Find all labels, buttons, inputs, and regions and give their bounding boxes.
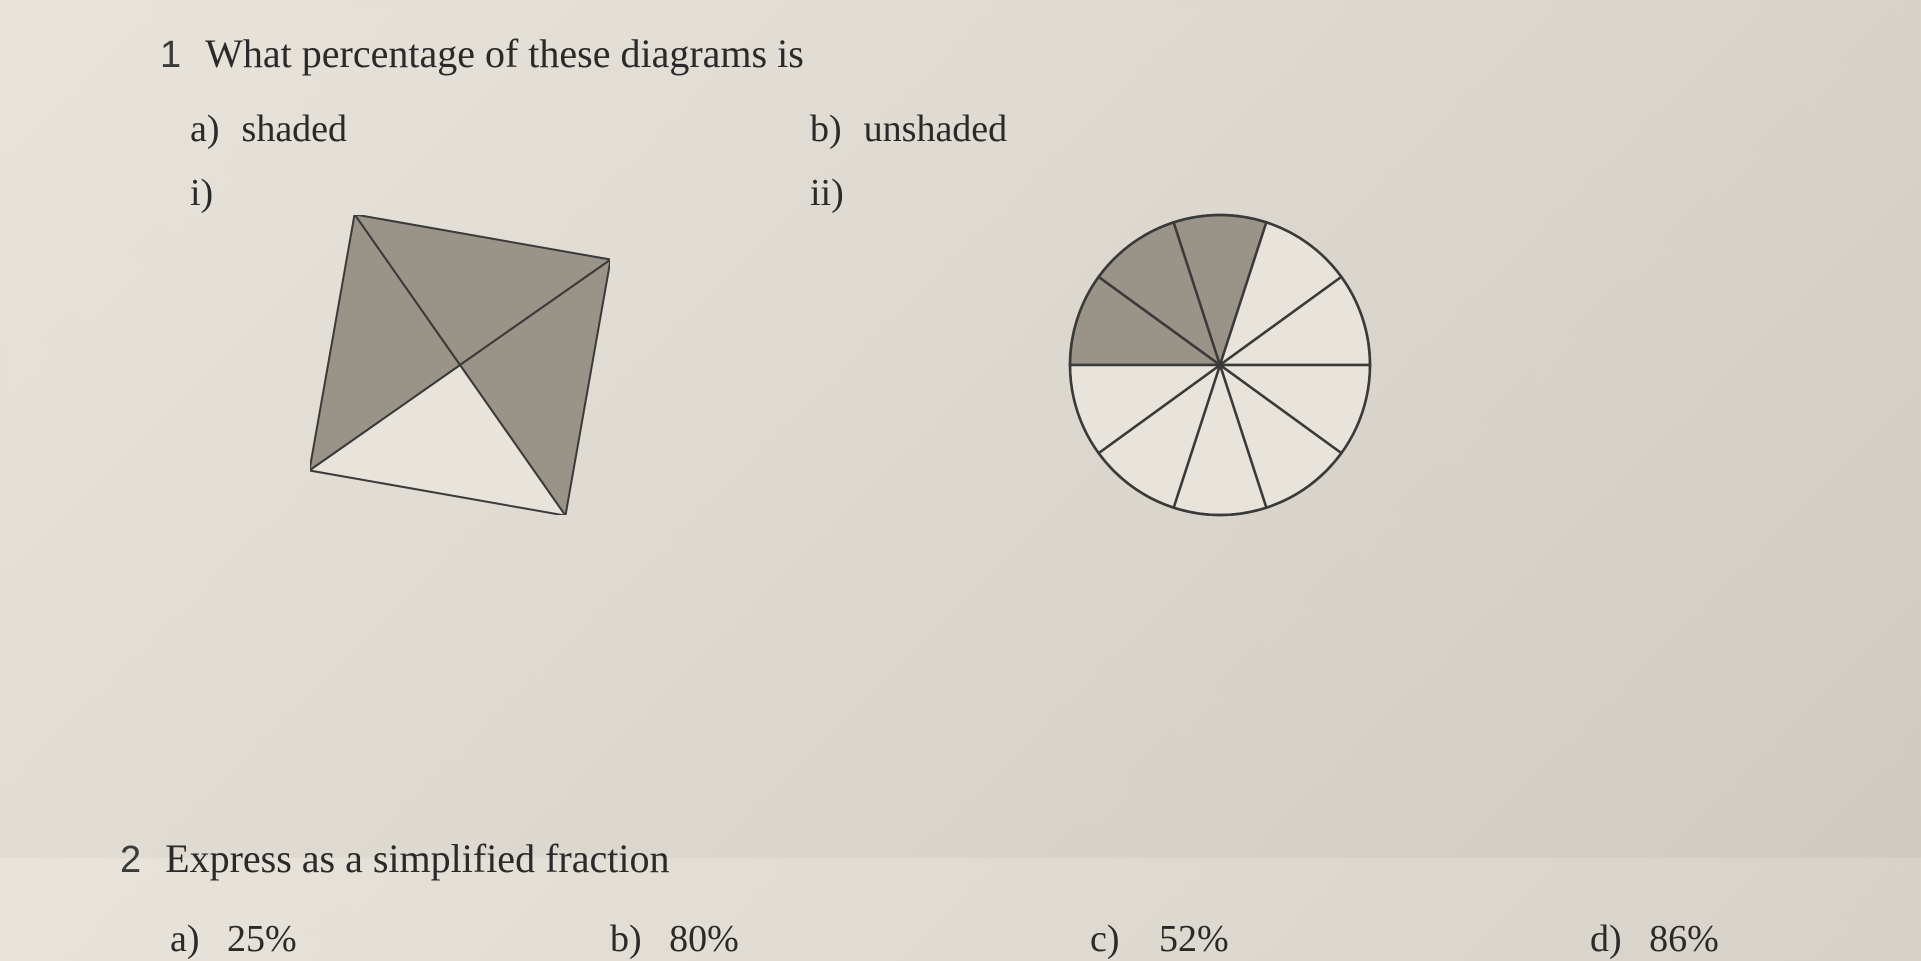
q1-subpart-ii: ii)	[810, 172, 844, 214]
q1-part-a-label: shaded	[242, 108, 348, 150]
diagram-pie	[1060, 205, 1380, 530]
q2-opt-c-value: 52%	[1159, 918, 1229, 960]
q2-opt-a-letter: a)	[170, 918, 200, 960]
q1-part-b-label: unshaded	[864, 108, 1008, 150]
q1-subpart-i: i)	[190, 172, 213, 214]
q2-opt-d-value: 86%	[1649, 918, 1719, 960]
q2-opt-a-value: 25%	[227, 918, 297, 960]
q2-number: 2	[120, 839, 141, 882]
diagram-square	[310, 215, 610, 520]
q1-number: 1	[160, 34, 181, 77]
q2-text: Express as a simplified fraction	[165, 836, 669, 881]
q2-opt-b-letter: b)	[610, 918, 642, 960]
q1-text: What percentage of these diagrams is	[205, 31, 804, 76]
q1-part-b-letter: b)	[810, 108, 842, 150]
q2-opt-d-letter: d)	[1590, 918, 1622, 960]
q1-part-a-letter: a)	[190, 108, 220, 150]
q2-opt-c-letter: c)	[1090, 918, 1120, 960]
q2-opt-b-value: 80%	[669, 918, 739, 960]
